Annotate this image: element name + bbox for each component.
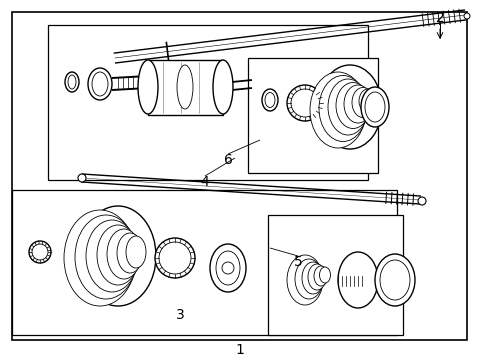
Ellipse shape [65,72,79,92]
Ellipse shape [344,85,372,123]
Circle shape [287,85,323,121]
Ellipse shape [319,267,330,283]
Ellipse shape [216,251,240,285]
Ellipse shape [319,76,367,141]
Text: 3: 3 [175,308,184,322]
Ellipse shape [86,220,138,292]
Ellipse shape [328,79,368,135]
Circle shape [32,244,48,260]
Ellipse shape [117,233,143,273]
Ellipse shape [375,254,415,306]
Ellipse shape [88,68,112,100]
Ellipse shape [68,75,76,89]
Circle shape [291,89,319,117]
Circle shape [222,262,234,274]
Ellipse shape [359,89,377,113]
Ellipse shape [361,87,389,127]
Text: 4: 4 [200,175,209,189]
Ellipse shape [308,264,326,290]
Ellipse shape [365,92,385,122]
Bar [248,58,378,173]
Ellipse shape [210,244,246,292]
Ellipse shape [380,260,410,300]
Bar [268,215,403,335]
Bar [48,25,368,180]
Ellipse shape [177,65,193,109]
Ellipse shape [213,60,233,114]
Ellipse shape [262,89,278,111]
Ellipse shape [75,215,137,299]
Ellipse shape [97,225,139,285]
Ellipse shape [92,72,108,96]
Ellipse shape [338,252,378,308]
Ellipse shape [295,259,323,299]
Circle shape [29,241,51,263]
Ellipse shape [80,206,156,306]
Text: 5: 5 [294,255,302,269]
Ellipse shape [336,82,370,129]
Ellipse shape [287,255,323,305]
Ellipse shape [352,87,374,117]
Bar [12,190,397,335]
Ellipse shape [107,229,141,279]
Circle shape [155,238,195,278]
Circle shape [418,197,426,205]
Text: 6: 6 [223,153,232,167]
Ellipse shape [126,236,146,268]
Ellipse shape [64,210,136,306]
Text: 2: 2 [436,11,444,25]
Circle shape [464,13,470,19]
Ellipse shape [302,262,324,294]
Circle shape [159,242,191,274]
Ellipse shape [314,266,328,286]
Ellipse shape [265,93,275,108]
Circle shape [78,174,86,182]
Ellipse shape [138,60,158,114]
Text: 1: 1 [236,343,245,357]
Ellipse shape [310,72,366,148]
Ellipse shape [318,65,382,149]
Bar [148,60,223,115]
